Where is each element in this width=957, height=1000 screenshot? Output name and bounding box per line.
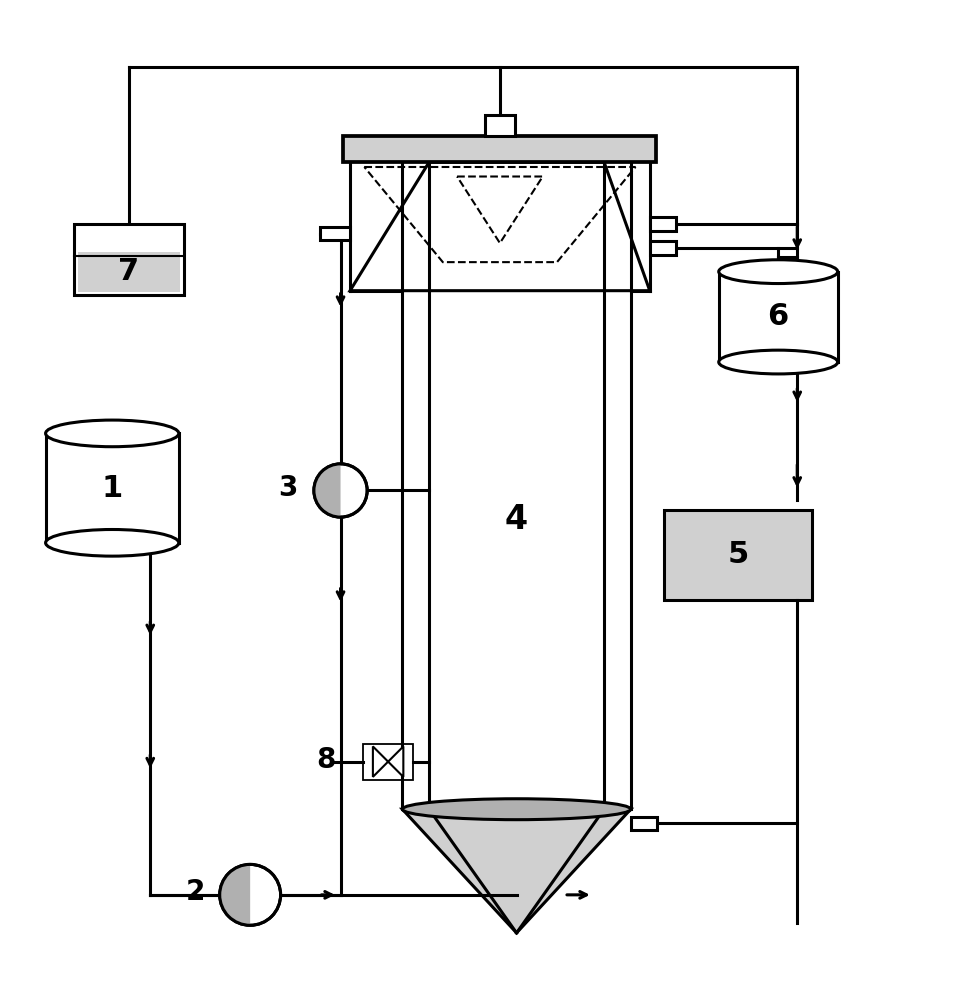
Text: 5: 5 [727, 540, 748, 569]
Bar [74, 224, 184, 295]
Bar [320, 227, 350, 240]
Text: 2: 2 [186, 878, 205, 906]
Polygon shape [350, 162, 650, 291]
Text: 8: 8 [317, 746, 336, 774]
Bar [664, 510, 812, 600]
Polygon shape [402, 809, 631, 933]
Circle shape [314, 464, 367, 517]
Text: 3: 3 [278, 474, 298, 502]
Bar [650, 217, 677, 231]
Bar [46, 433, 179, 543]
Text: 1: 1 [101, 474, 122, 503]
Bar [631, 817, 657, 830]
Polygon shape [389, 746, 403, 777]
Text: 6: 6 [768, 302, 789, 331]
Ellipse shape [46, 420, 179, 447]
Bar [344, 136, 657, 162]
Bar [484, 115, 515, 136]
Bar [78, 252, 180, 292]
Bar [650, 241, 677, 255]
Bar [719, 272, 837, 362]
Text: 4: 4 [505, 503, 528, 536]
Ellipse shape [719, 260, 837, 284]
Ellipse shape [46, 529, 179, 556]
Polygon shape [220, 864, 250, 925]
Circle shape [220, 864, 280, 925]
Polygon shape [314, 464, 341, 517]
Ellipse shape [719, 350, 837, 374]
Ellipse shape [402, 799, 631, 820]
Bar [364, 744, 412, 780]
Polygon shape [373, 746, 389, 777]
Text: 7: 7 [119, 257, 140, 286]
